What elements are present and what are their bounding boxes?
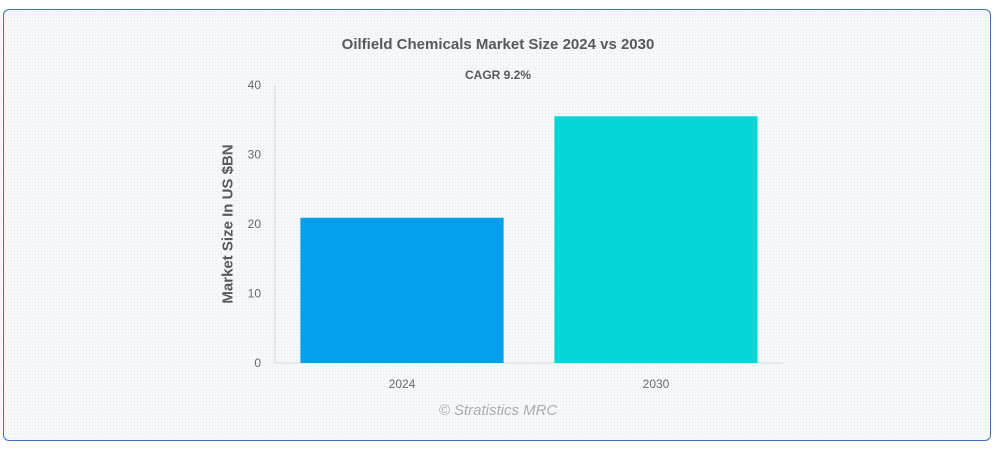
bar-2030[interactable]: [554, 116, 758, 364]
y-tick-label: 10: [248, 287, 262, 301]
y-tick-label: 0: [254, 356, 261, 370]
chart-subtitle: CAGR 9.2%: [464, 68, 532, 82]
y-tick-label: 40: [248, 78, 262, 92]
y-tick-label: 30: [248, 148, 262, 162]
x-tick-label: 2030: [643, 377, 670, 391]
credit-text: © Stratistics MRC: [438, 402, 558, 419]
bar-2024[interactable]: [300, 217, 504, 363]
x-tick-label: 2024: [389, 377, 416, 391]
y-tick-label: 20: [248, 217, 262, 231]
chart-title: Oilfield Chemicals Market Size 2024 vs 2…: [341, 36, 655, 53]
